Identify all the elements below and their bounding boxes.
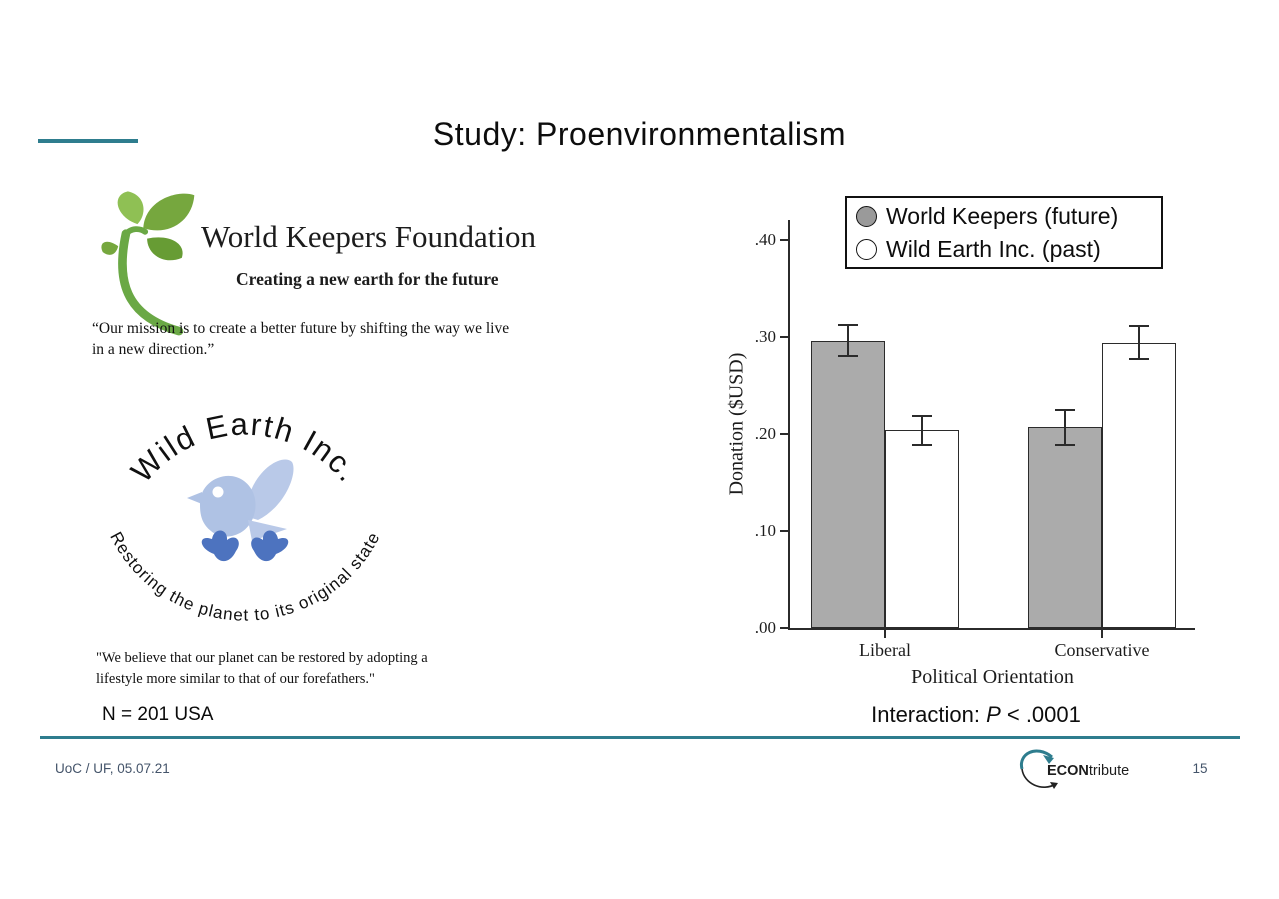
- error-bar-line: [1064, 409, 1066, 445]
- bar-liberal-past: [885, 430, 959, 628]
- error-bar-cap: [838, 355, 858, 358]
- error-bar-line: [1138, 326, 1140, 360]
- bar-liberal-future: [811, 341, 885, 628]
- y-tick-label: .30: [754, 327, 776, 346]
- error-bar-cap: [912, 443, 932, 446]
- error-bar-cap: [1129, 325, 1149, 328]
- bird-icon: [187, 459, 294, 562]
- legend-label: Wild Earth Inc. (past): [886, 235, 1101, 262]
- x-tick-label: Liberal: [859, 640, 911, 660]
- bar-conservative-past: [1102, 343, 1176, 628]
- y-tick: [780, 336, 788, 338]
- x-tick: [884, 630, 886, 638]
- accent-line: [38, 139, 138, 143]
- y-axis-label: Donation ($USD): [725, 352, 748, 496]
- page-number: 15: [1192, 761, 1208, 776]
- svg-text:Restoring the planet to its or: Restoring the planet to its original sta…: [106, 529, 384, 625]
- world-keepers-logo-icon: [101, 191, 195, 336]
- y-tick: [780, 433, 788, 435]
- wild-earth-logo-icon: Wild Earth Inc. Restoring the planet to …: [106, 407, 384, 625]
- error-bar-line: [847, 325, 849, 357]
- x-axis: [788, 628, 1195, 630]
- interaction-suffix: < .0001: [1000, 702, 1081, 727]
- footer-divider: [40, 736, 1240, 739]
- error-bar-cap: [1129, 358, 1149, 361]
- world-keepers-tagline: Creating a new earth for the future: [236, 269, 499, 289]
- y-tick-label: .20: [754, 424, 776, 443]
- error-bar-cap: [838, 324, 858, 327]
- world-keepers-name: World Keepers Foundation: [201, 219, 536, 254]
- y-tick: [780, 627, 788, 629]
- interaction-prefix: Interaction:: [871, 702, 987, 727]
- x-axis-label: Political Orientation: [911, 666, 1074, 688]
- y-axis: [788, 220, 790, 630]
- wild-earth-arc-tagline: Restoring the planet to its original sta…: [106, 529, 383, 625]
- svg-text:ECONtribute: ECONtribute: [1047, 763, 1129, 779]
- sample-size: N = 201 USA: [102, 704, 214, 725]
- page-title: Study: Proenvironmentalism: [432, 116, 847, 152]
- x-tick-label: Conservative: [1054, 640, 1150, 660]
- y-tick-label: .10: [754, 521, 776, 540]
- chart-legend: World Keepers (future) Wild Earth Inc. (…: [845, 196, 1163, 269]
- open-circle-icon: [856, 238, 877, 260]
- error-bar-cap: [1055, 408, 1075, 411]
- brand-rest: tribute: [1089, 763, 1129, 779]
- y-tick: [780, 530, 788, 532]
- wild-earth-arc-name: Wild Earth Inc.: [124, 407, 365, 490]
- econtribute-logo: ECONtribute: [1019, 749, 1129, 789]
- filled-circle-icon: [856, 205, 877, 227]
- error-bar-line: [921, 415, 923, 445]
- legend-label: World Keepers (future): [886, 202, 1119, 229]
- bar-conservative-future: [1028, 427, 1102, 628]
- brand-bold: ECON: [1047, 763, 1089, 779]
- legend-item-wild-earth: Wild Earth Inc. (past): [856, 234, 1161, 265]
- error-bar-cap: [912, 414, 932, 417]
- world-keepers-quote: “Our mission is to create a better futur…: [92, 320, 510, 358]
- error-bar-cap: [1055, 443, 1075, 446]
- footer-date: UoC / UF, 05.07.21: [55, 761, 170, 776]
- y-tick: [780, 239, 788, 241]
- wild-earth-quote: "We believe that our planet can be resto…: [96, 650, 428, 687]
- interaction-stat: Interaction: P < .0001: [841, 702, 1111, 728]
- y-tick-label: .00: [754, 618, 776, 637]
- interaction-p: P: [986, 702, 1001, 727]
- svg-text:Wild Earth Inc.: Wild Earth Inc.: [124, 407, 367, 490]
- x-tick: [1101, 630, 1103, 638]
- legend-item-world-keepers: World Keepers (future): [856, 201, 1161, 232]
- y-tick-label: .40: [754, 230, 776, 249]
